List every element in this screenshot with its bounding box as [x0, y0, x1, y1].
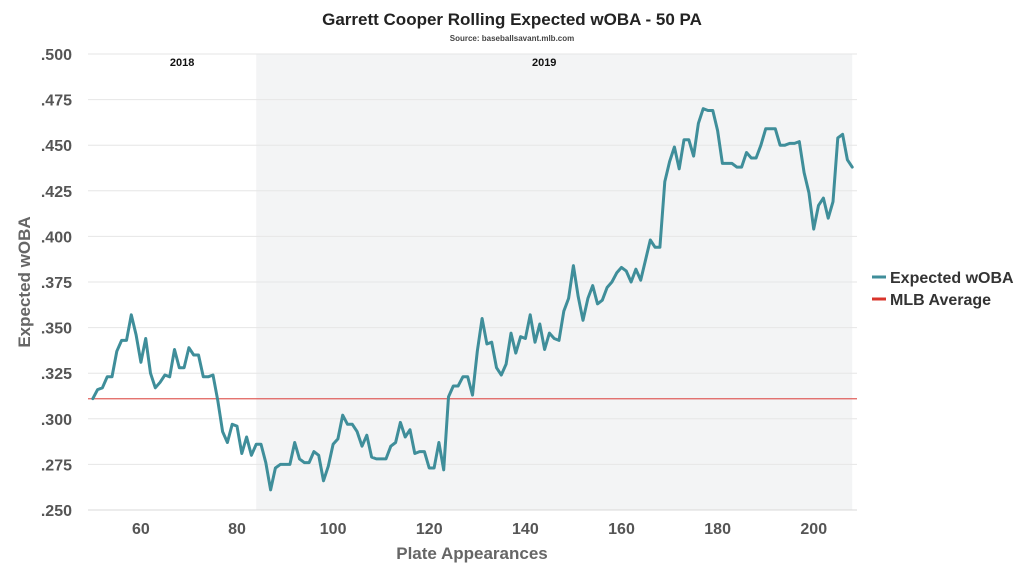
x-tick-label: 200 — [800, 521, 827, 538]
x-tick-labels: 60 80 100 120 140 160 180 200 — [132, 521, 827, 538]
legend: Expected wOBA MLB Average — [872, 270, 1014, 309]
chart-title: Garrett Cooper Rolling Expected wOBA - 5… — [322, 10, 702, 29]
x-tick-label: 60 — [132, 521, 150, 538]
x-tick-label: 180 — [704, 521, 731, 538]
legend-label-mlb-average: MLB Average — [890, 292, 991, 309]
legend-label-expected-woba: Expected wOBA — [890, 270, 1014, 287]
x-tick-label: 100 — [320, 521, 347, 538]
y-tick-label: .325 — [41, 366, 72, 383]
y-tick-label: .400 — [41, 229, 72, 246]
y-tick-label: .375 — [41, 275, 72, 292]
y-gridlines — [88, 53, 857, 511]
y-tick-labels: .250 .275 .300 .325 .350 .375 .400 .425 .450 .475… — [41, 47, 72, 520]
y-tick-label: .500 — [41, 47, 72, 64]
series-line-expected-woba — [91, 107, 854, 492]
y-tick-label: .475 — [41, 93, 72, 110]
x-tick-label: 140 — [512, 521, 539, 538]
chart-subtitle: Source: baseballsavant.mlb.com — [450, 34, 575, 43]
y-tick-label: .450 — [41, 138, 72, 155]
region-label-2019: 2019 — [532, 57, 556, 69]
series-group — [91, 107, 854, 492]
y-tick-label: .300 — [41, 412, 72, 429]
y-axis-label: Expected wOBA — [15, 216, 34, 347]
y-tick-label: .275 — [41, 457, 72, 474]
y-tick-label: .250 — [41, 503, 72, 520]
x-tick-label: 120 — [416, 521, 443, 538]
x-axis-label: Plate Appearances — [396, 544, 548, 563]
x-tick-label: 80 — [228, 521, 246, 538]
region-label-2018: 2018 — [170, 57, 194, 69]
x-tick-label: 160 — [608, 521, 635, 538]
y-tick-label: .425 — [41, 184, 72, 201]
y-tick-label: .350 — [41, 321, 72, 338]
